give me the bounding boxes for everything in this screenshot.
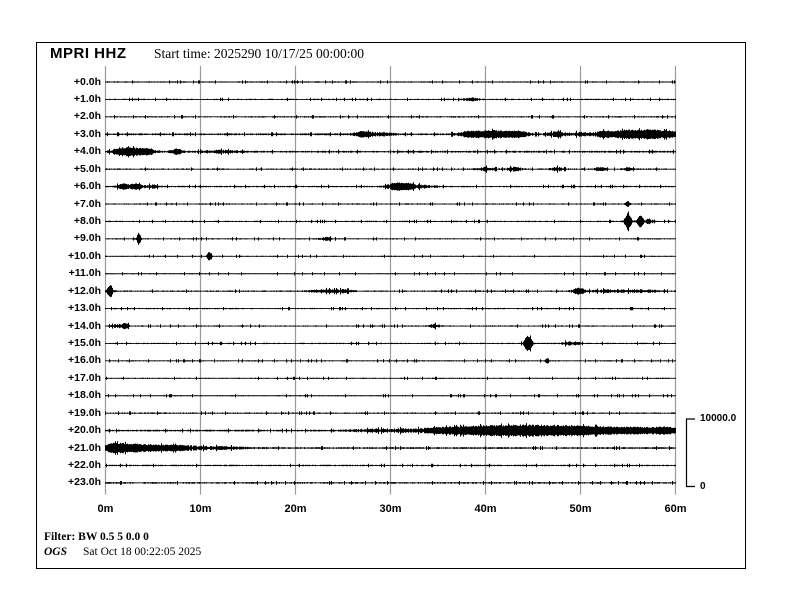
hour-label-+5.0h: +5.0h [73,162,101,175]
footer-line2: OGS Sat Oct 18 00:22:05 2025 [44,546,201,558]
filter-label: Filter: BW 0.5 5 0.0 0 [44,531,149,543]
hour-label-+19.0h: +19.0h [68,406,101,419]
trace-row-+22.0h [105,463,676,468]
minute-label-30m: 30m [379,503,402,515]
hour-label-+6.0h: +6.0h [73,180,101,193]
station-title: MPRI HHZ [50,45,127,62]
minute-label-0m: 0m [97,503,114,515]
scale-bar-bracket [685,418,695,488]
hour-label-+10.0h: +10.0h [68,249,101,262]
trace-row-+1.0h [105,97,676,102]
trace-row-+5.0h [105,165,676,173]
hour-label-+20.0h: +20.0h [68,424,101,437]
hour-label-+23.0h: +23.0h [68,476,101,489]
hour-label-+9.0h: +9.0h [73,232,101,245]
trace-row-+9.0h [105,232,676,245]
trace-row-+14.0h [105,322,676,330]
minute-label-10m: 10m [189,503,212,515]
trace-row-+8.0h [105,211,676,232]
trace-row-+23.0h [105,481,676,485]
hour-label-+12.0h: +12.0h [68,284,101,297]
hour-label-+22.0h: +22.0h [68,458,101,471]
trace-row-+11.0h [105,272,676,276]
hour-label-+4.0h: +4.0h [73,145,101,158]
minute-label-40m: 40m [474,503,497,515]
trace-row-+16.0h [105,358,676,364]
plot-footer: Filter: BW 0.5 5 0.0 0 OGS Sat Oct 18 00… [44,531,201,558]
hour-label-+15.0h: +15.0h [68,336,101,349]
hour-label-+2.0h: +2.0h [73,110,101,123]
hour-label-+11.0h: +11.0h [68,267,101,280]
hour-label-+0.0h: +0.0h [73,75,101,88]
trace-row-+13.0h [105,307,676,311]
start-time-label: Start time: 2025290 10/17/25 00:00:00 [154,46,364,61]
hour-label-+21.0h: +21.0h [68,441,101,454]
generated-timestamp: Sat Oct 18 00:22:05 2025 [83,546,202,558]
trace-row-+0.0h [105,80,676,84]
minute-label-50m: 50m [569,503,592,515]
trace-row-+6.0h [105,182,676,191]
hour-label-+16.0h: +16.0h [68,354,101,367]
trace-row-+10.0h [105,252,676,261]
trace-row-+17.0h [105,376,676,380]
trace-row-+7.0h [105,201,676,207]
trace-row-+15.0h [105,335,676,352]
scale-max-label: 10000.0 [700,413,737,424]
trace-row-+19.0h [105,411,676,415]
trace-row-+18.0h [105,394,676,398]
hour-label-+17.0h: +17.0h [68,371,101,384]
hour-label-+8.0h: +8.0h [73,214,101,227]
trace-row-+20.0h [105,423,676,439]
hour-label-+7.0h: +7.0h [73,197,101,210]
trace-row-+21.0h [105,441,676,455]
hour-label-+14.0h: +14.0h [68,319,101,332]
trace-row-+4.0h [105,146,676,158]
trace-row-+2.0h [105,115,676,119]
minute-label-20m: 20m [284,503,307,515]
hour-label-+18.0h: +18.0h [68,389,101,402]
scale-min-label: 0 [700,480,706,492]
hour-label-+1.0h: +1.0h [73,92,101,105]
minute-label-60m: 60m [664,503,687,515]
trace-row-+12.0h [105,285,676,298]
trace-row-+3.0h [105,128,676,141]
hour-label-+13.0h: +13.0h [68,302,101,315]
hour-label-+3.0h: +3.0h [73,127,101,140]
agency-label: OGS [44,546,68,558]
